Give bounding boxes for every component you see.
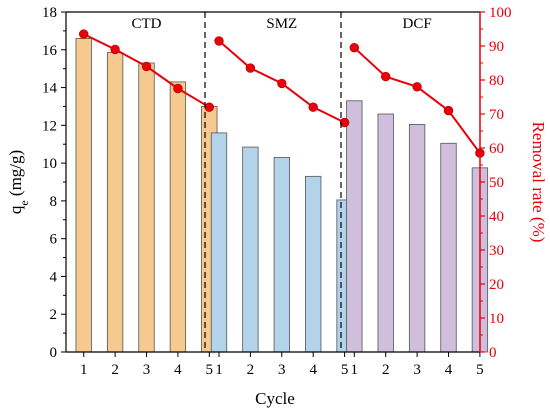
y-tick-label: 2	[50, 307, 58, 323]
removal-point-dcf-3	[412, 82, 422, 92]
group-label-smz: SMZ	[266, 16, 297, 32]
right-tick-label: 50	[489, 175, 504, 191]
x-tick-label: 4	[309, 362, 317, 378]
bar-smz-1	[210, 132, 228, 353]
removal-point-ctd-3	[141, 61, 152, 72]
bar-dcf-3	[408, 123, 426, 353]
x-tick-label: 3	[143, 362, 151, 378]
y-axis-title: qe (mg/g)	[6, 150, 31, 214]
bar-dcf-2	[377, 113, 394, 353]
bar-smz-2	[242, 146, 259, 353]
labels-layer: Cycle qe (mg/g) Removal rate (%)	[6, 122, 548, 408]
x-axis-title: Cycle	[255, 389, 295, 408]
right-axis-title: Removal rate (%)	[529, 122, 548, 243]
x-tick-label: 1	[80, 362, 88, 378]
removal-point-ctd-1	[78, 29, 89, 39]
x-tick-label: 2	[247, 362, 255, 378]
bar-ctd-1	[75, 38, 92, 353]
removal-point-smz-5	[339, 117, 350, 128]
x-tick-label: 2	[382, 362, 390, 378]
bar-ctd-3	[138, 62, 155, 353]
right-tick-label: 30	[489, 243, 504, 259]
x-tick-label: 5	[206, 362, 214, 378]
right-tick-label: 40	[489, 209, 504, 225]
right-tick-label: 10	[489, 311, 504, 327]
bar-smz-4	[305, 175, 322, 353]
x-tick-label: 4	[174, 362, 182, 378]
removal-point-smz-3	[277, 78, 287, 89]
x-tick-label: 3	[278, 362, 286, 378]
removal-point-dcf-4	[443, 105, 454, 116]
x-tick-label: 5	[476, 362, 484, 378]
removal-point-dcf-2	[381, 71, 391, 82]
right-tick-label: 20	[489, 277, 504, 293]
y-tick-label: 8	[50, 194, 58, 210]
y-tick-label: 14	[42, 81, 58, 97]
bar-dcf-4	[440, 142, 457, 353]
y-tick-label: 4	[50, 269, 58, 285]
y-tick-label: 16	[42, 43, 58, 59]
right-tick-label: 100	[489, 5, 512, 21]
right-tick-label: 70	[489, 107, 504, 123]
right-tick-label: 90	[489, 39, 504, 55]
x-tick-label: 1	[215, 362, 223, 378]
bar-smz-3	[273, 157, 290, 353]
removal-point-ctd-2	[110, 44, 120, 55]
bar-ctd-2	[106, 52, 124, 353]
right-tick-label: 80	[489, 73, 504, 89]
group-label-dcf: DCF	[403, 16, 432, 32]
right-tick-label: 60	[489, 141, 504, 157]
x-tick-label: 1	[351, 362, 359, 378]
y-tick-label: 6	[50, 232, 58, 248]
removal-point-smz-4	[308, 102, 318, 112]
y-axis-title-sub: e	[17, 200, 31, 205]
x-tick-label: 5	[341, 362, 349, 378]
x-tick-label: 3	[413, 362, 421, 378]
x-tick-label: 2	[111, 362, 119, 378]
y-axis-title-unit: (mg/g)	[6, 150, 25, 201]
bar-ctd-4	[169, 81, 187, 353]
group-label-ctd: CTD	[132, 16, 162, 32]
right-tick-label: 0	[489, 345, 497, 361]
y-tick-label: 18	[42, 5, 57, 21]
removal-point-ctd-4	[173, 83, 183, 94]
bar-dcf-1	[346, 100, 363, 353]
removal-point-smz-1	[214, 36, 224, 46]
removal-point-smz-2	[245, 63, 256, 73]
removal-lines-layer	[78, 29, 485, 158]
y-axis-title-main: q	[6, 205, 25, 214]
y-tick-label: 0	[50, 345, 58, 361]
x-tick-label: 4	[445, 362, 453, 378]
y-tick-label: 12	[42, 118, 57, 134]
y-tick-label: 10	[42, 156, 57, 172]
removal-point-ctd-5	[204, 102, 215, 112]
removal-point-dcf-1	[349, 42, 359, 53]
